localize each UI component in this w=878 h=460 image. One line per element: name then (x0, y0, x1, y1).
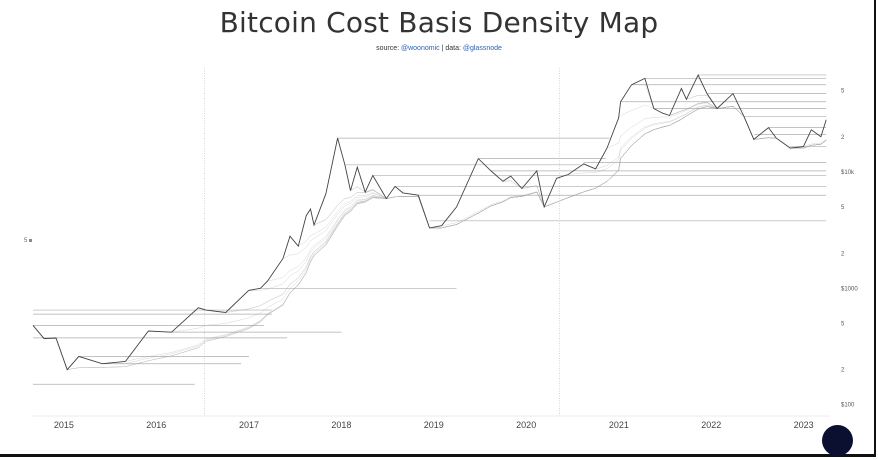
density-curve (768, 127, 827, 149)
y-tick-label: 5 (841, 205, 845, 211)
left-axis-marker: 5 (24, 238, 33, 244)
density-curve (344, 106, 827, 229)
density-curve (478, 106, 827, 208)
density-curve (125, 106, 827, 362)
density-curve (267, 106, 827, 282)
x-tick-label: 2016 (146, 420, 166, 430)
y-tick-label: 5 (841, 321, 845, 327)
density-curve (372, 106, 827, 229)
density-curve (313, 106, 827, 229)
density-curve (44, 106, 827, 370)
density-curve (148, 106, 827, 333)
density-curve (568, 104, 827, 175)
density-curve (521, 106, 827, 208)
x-tick-label: 2020 (516, 420, 536, 430)
x-tick-label: 2022 (701, 420, 721, 430)
x-tick-label: 2023 (794, 420, 814, 430)
x-tick-label: 2018 (331, 420, 351, 430)
y-tick-label: $10k (841, 170, 855, 176)
density-curve (386, 106, 827, 229)
chart-title: Bitcoin Cost Basis Density Map (219, 6, 659, 39)
density-curve (662, 101, 827, 149)
density-curve (337, 106, 827, 229)
y-tick-label: $100 (841, 403, 855, 409)
data-link[interactable]: @glassnode (462, 45, 502, 52)
data-prefix: | data: (441, 45, 461, 52)
x-tick-label: 2017 (239, 420, 259, 430)
y-tick-label: $1000 (841, 286, 858, 292)
chart-subtitle: source: @woonomic | data: @glassnode (0, 45, 878, 52)
y-tick-label: 2 (841, 251, 845, 257)
density-curve (67, 106, 827, 370)
price-line (32, 73, 827, 371)
density-curve (803, 139, 827, 147)
x-tick-label: 2019 (424, 420, 444, 430)
density-curve (32, 106, 827, 370)
x-tick-label: 2021 (609, 420, 629, 430)
y-tick-label: 2 (841, 368, 845, 374)
density-curve (418, 106, 827, 229)
source-prefix: source: (376, 45, 400, 52)
y-tick-label: 5 (841, 89, 845, 95)
density-curve (743, 116, 827, 149)
density-curve (198, 106, 827, 313)
density-curve (441, 106, 827, 226)
density-curve (402, 106, 827, 229)
density-curve (225, 106, 827, 313)
density-curve (544, 106, 827, 208)
density-curve (606, 102, 827, 149)
source-link[interactable]: @woonomic (401, 45, 440, 52)
density-curve (583, 104, 827, 170)
x-tick-label: 2015 (54, 420, 74, 430)
density-curve (310, 106, 827, 229)
density-curve (248, 106, 827, 291)
y-tick-label: 2 (841, 135, 845, 141)
avatar[interactable] (822, 425, 853, 456)
cost-basis-density-fan (32, 83, 827, 370)
